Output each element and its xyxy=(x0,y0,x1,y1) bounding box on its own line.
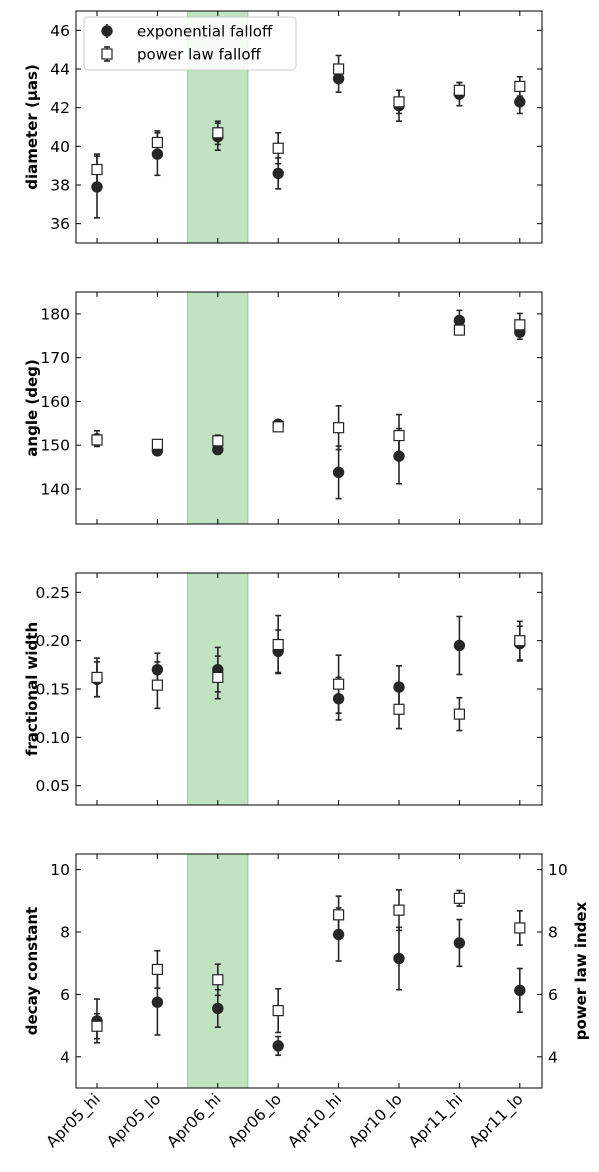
exponential-point xyxy=(332,466,345,479)
power-law-point xyxy=(453,324,465,336)
power-law-point xyxy=(91,163,103,176)
y-axis-label-right: power law index xyxy=(572,901,590,1040)
y-axis-label: fractional width xyxy=(23,622,41,756)
exponential-point xyxy=(212,1002,224,1015)
y-tick-label: 0.20 xyxy=(35,632,70,650)
y-axis-label: diameter (μas) xyxy=(23,64,41,190)
power-law-point xyxy=(393,703,405,715)
power-law-point xyxy=(333,678,345,690)
exponential-point xyxy=(453,937,466,949)
y-tick-label: 6 xyxy=(60,986,70,1004)
legend-exponential-marker xyxy=(101,25,113,37)
y-tick-label: 0.10 xyxy=(35,729,70,747)
y-tick-label: 36 xyxy=(50,215,70,233)
power-law-point xyxy=(453,892,465,904)
power-law-point xyxy=(151,438,163,450)
power-law-point xyxy=(393,904,405,916)
panel-3: 0.05 0.10 0.15 0.20 0.25 fractional width xyxy=(23,572,543,806)
power-law-point xyxy=(514,80,526,93)
power-law-point xyxy=(151,136,163,149)
y-tick-label: 140 xyxy=(40,480,70,498)
exponential-point xyxy=(272,1040,284,1052)
exponential-point xyxy=(151,996,164,1008)
y-tick-label: 4 xyxy=(60,1048,70,1066)
y-tick-label: 46 xyxy=(50,22,70,40)
power-law-point xyxy=(272,142,284,154)
plot-frame xyxy=(75,10,543,244)
y-axis-label: decay constant xyxy=(23,907,41,1035)
plot-frame xyxy=(75,853,543,1089)
y-tick-label: 10 xyxy=(50,861,70,879)
legend: exponential falloff power law falloff xyxy=(83,16,297,71)
y-tick-label: 42 xyxy=(50,99,70,117)
y-tick-label: 0.25 xyxy=(35,584,70,602)
power-law-point xyxy=(453,84,465,96)
power-law-point xyxy=(91,671,103,684)
y-tick-label: 8 xyxy=(60,924,70,942)
power-law-point xyxy=(212,671,224,684)
power-law-point xyxy=(272,638,284,651)
power-law-point xyxy=(333,422,345,434)
y-axis-label: angle (deg) xyxy=(23,359,41,456)
power-law-point xyxy=(212,974,224,986)
highlight-band xyxy=(187,291,249,525)
exponential-point xyxy=(514,984,526,997)
power-law-point xyxy=(91,434,103,446)
y-right-tick-label: 10 xyxy=(548,861,568,879)
power-law-point xyxy=(453,708,465,720)
power-law-point xyxy=(333,63,345,75)
power-law-point xyxy=(333,909,345,921)
power-law-point xyxy=(212,435,224,447)
legend-box xyxy=(83,16,297,71)
y-tick-label: 40 xyxy=(50,138,70,156)
plot-frame xyxy=(75,572,543,806)
y-tick-label: 38 xyxy=(50,177,70,195)
power-law-point xyxy=(514,635,526,647)
y-tick-label: 0.05 xyxy=(35,777,70,795)
power-law-point xyxy=(91,1020,103,1032)
legend-power-law-marker xyxy=(101,48,113,60)
panel-2: 140 150 160 170 180 angle (deg) xyxy=(23,291,543,525)
y-tick-label: 150 xyxy=(40,437,70,455)
y-tick-label: 44 xyxy=(50,61,70,79)
y-right-tick-label: 8 xyxy=(548,924,558,942)
y-tick-label: 180 xyxy=(40,305,70,323)
exponential-point xyxy=(393,952,405,965)
x-tick-label: Apr05_lo xyxy=(103,1090,165,1152)
exponential-point xyxy=(453,314,466,327)
y-right-tick-label: 6 xyxy=(548,986,558,1004)
legend-exponential-label: exponential falloff xyxy=(137,23,273,41)
x-tick-label: Apr11_hi xyxy=(405,1090,467,1152)
power-law-point xyxy=(151,679,163,691)
power-law-point xyxy=(151,963,163,976)
x-tick-label: Apr06_hi xyxy=(164,1090,226,1152)
exponential-point xyxy=(453,639,466,652)
x-tick-label: Apr06_lo xyxy=(224,1090,286,1152)
y-tick-label: 170 xyxy=(40,349,70,367)
panel-4: 4 6 8 10 4 6 8 10 decay constant power law index xyxy=(23,853,590,1089)
power-law-point xyxy=(212,127,224,139)
plot-frame xyxy=(75,291,543,525)
legend-power-law-label: power law falloff xyxy=(137,46,262,64)
power-law-point xyxy=(393,429,405,442)
power-law-point xyxy=(514,319,526,331)
power-law-point xyxy=(393,96,405,108)
x-tick-label: Apr10_lo xyxy=(345,1090,407,1152)
power-law-point xyxy=(514,922,526,934)
power-law-point xyxy=(272,1005,284,1017)
x-tick-label: Apr11_lo xyxy=(466,1090,528,1152)
exponential-point xyxy=(272,167,284,180)
y-tick-label: 0.15 xyxy=(35,681,70,699)
panel-1: 36 38 40 42 44 46 diameter (μas) exponential fa… xyxy=(23,10,543,244)
y-tick-label: 160 xyxy=(40,393,70,411)
x-tick-label: Apr10_hi xyxy=(284,1090,346,1152)
power-law-point xyxy=(272,421,284,433)
x-tick-label: Apr05_hi xyxy=(43,1090,105,1152)
y-right-tick-label: 4 xyxy=(548,1048,558,1066)
exponential-point xyxy=(514,96,526,108)
